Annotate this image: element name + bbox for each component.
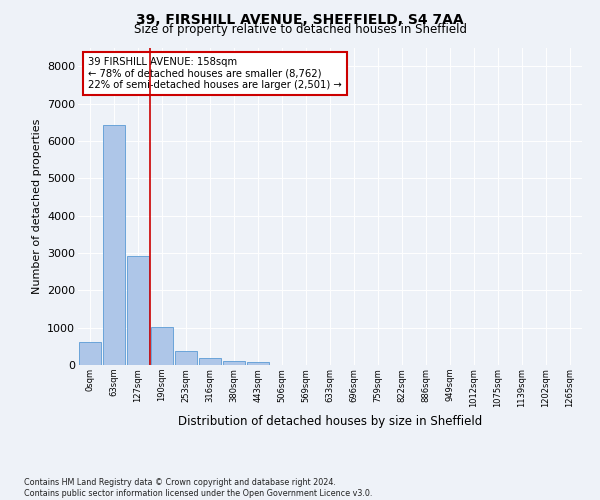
Bar <box>223 360 245 365</box>
Bar <box>175 351 197 365</box>
Bar <box>79 342 101 365</box>
Bar <box>247 362 269 365</box>
Y-axis label: Number of detached properties: Number of detached properties <box>32 118 41 294</box>
Text: 39, FIRSHILL AVENUE, SHEFFIELD, S4 7AA: 39, FIRSHILL AVENUE, SHEFFIELD, S4 7AA <box>136 12 464 26</box>
Bar <box>199 358 221 365</box>
Bar <box>103 125 125 365</box>
X-axis label: Distribution of detached houses by size in Sheffield: Distribution of detached houses by size … <box>178 415 482 428</box>
Bar <box>127 256 149 365</box>
Bar <box>151 328 173 365</box>
Text: Size of property relative to detached houses in Sheffield: Size of property relative to detached ho… <box>133 24 467 36</box>
Text: 39 FIRSHILL AVENUE: 158sqm
← 78% of detached houses are smaller (8,762)
22% of s: 39 FIRSHILL AVENUE: 158sqm ← 78% of deta… <box>88 57 342 90</box>
Text: Contains HM Land Registry data © Crown copyright and database right 2024.
Contai: Contains HM Land Registry data © Crown c… <box>24 478 373 498</box>
